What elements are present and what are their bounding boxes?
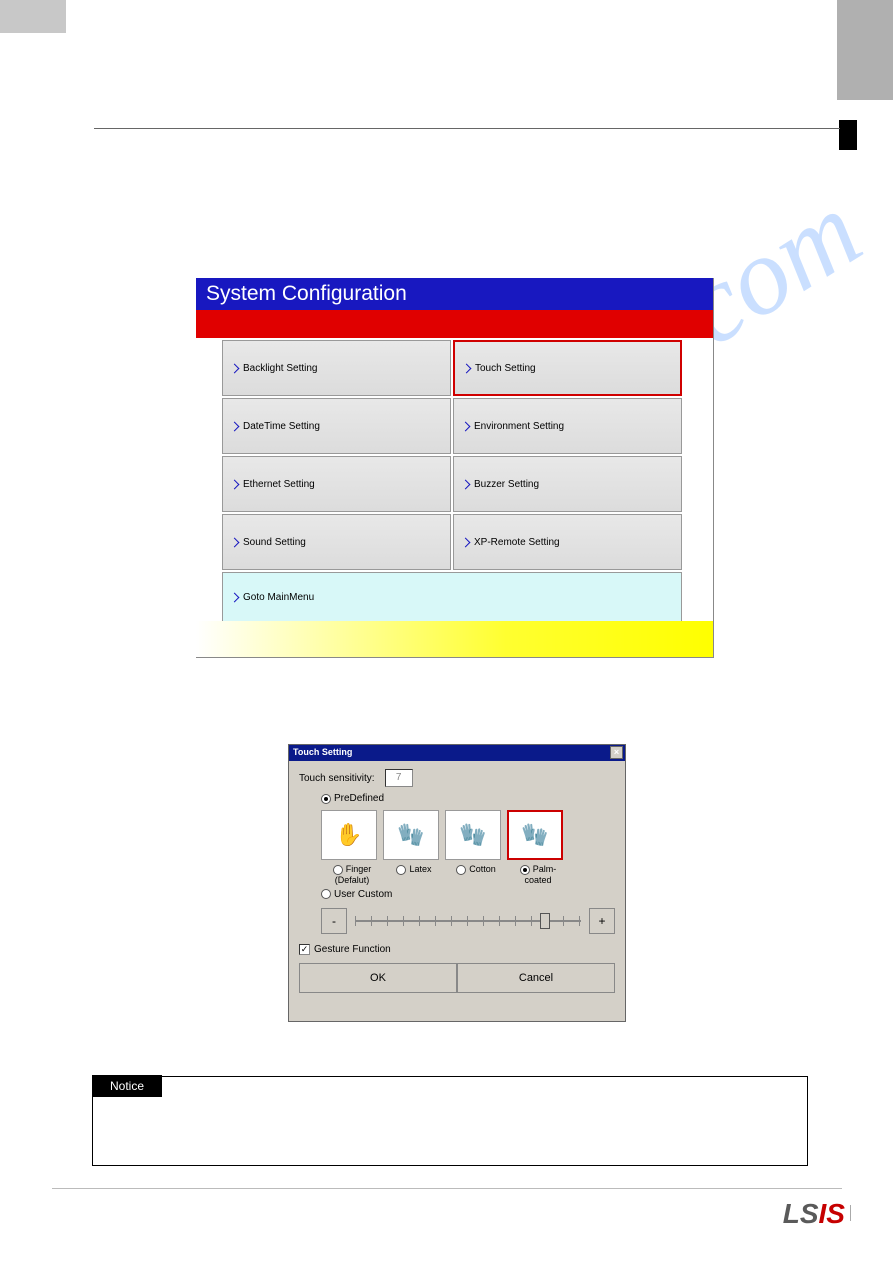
gesture-label: Gesture Function [314, 944, 391, 955]
menu-datetime-setting[interactable]: DateTime Setting [222, 398, 451, 454]
divider-bottom [52, 1188, 842, 1189]
menu-xp-remote-setting[interactable]: XP-Remote Setting [453, 514, 682, 570]
menu-backlight-setting[interactable]: Backlight Setting [222, 340, 451, 396]
dialog-title: Touch Setting [293, 747, 352, 757]
system-config-title: System Configuration [196, 278, 713, 310]
notice-label: Notice [92, 1075, 162, 1097]
header-block-right [837, 0, 893, 100]
notice-box: Notice [92, 1076, 808, 1166]
divider-top [94, 128, 840, 129]
yellow-footer [196, 621, 713, 657]
radio-usercustom[interactable] [321, 889, 331, 899]
hand-option-2[interactable]: 🧤 [445, 810, 501, 860]
menu-touch-setting[interactable]: Touch Setting [453, 340, 682, 396]
menu-sound-setting[interactable]: Sound Setting [222, 514, 451, 570]
page-separator [850, 1205, 851, 1221]
hand-label-1[interactable]: Latex [383, 864, 445, 885]
cancel-button[interactable]: Cancel [457, 963, 615, 993]
minus-button[interactable]: - [321, 908, 347, 934]
red-bar [196, 310, 713, 338]
close-icon[interactable]: × [610, 746, 623, 759]
hand-option-3[interactable]: 🧤 [507, 810, 563, 860]
hand-label-3[interactable]: Palm-coated [507, 864, 569, 885]
sensitivity-value[interactable]: 7 [385, 769, 413, 787]
predefined-label: PreDefined [334, 793, 384, 804]
checkbox-gesture[interactable]: ✓ [299, 944, 310, 955]
hand-label-2[interactable]: Cotton [445, 864, 507, 885]
usercustom-label: User Custom [334, 889, 392, 900]
slider-thumb[interactable] [540, 913, 550, 929]
header-block-left [0, 0, 66, 33]
ok-button[interactable]: OK [299, 963, 457, 993]
page-marker [839, 120, 857, 150]
hand-option-0[interactable]: ✋ [321, 810, 377, 860]
touch-setting-dialog: Touch Setting × Touch sensitivity: 7 Pre… [288, 744, 626, 1022]
system-config-window: System Configuration Backlight SettingTo… [196, 278, 714, 658]
slider-track[interactable] [355, 920, 581, 922]
goto-mainmenu[interactable]: Goto MainMenu [222, 572, 682, 622]
lsis-logo: LSIS [783, 1198, 845, 1230]
dialog-titlebar: Touch Setting × [289, 745, 625, 761]
plus-button[interactable]: + [589, 908, 615, 934]
hand-option-1[interactable]: 🧤 [383, 810, 439, 860]
radio-predefined[interactable] [321, 794, 331, 804]
menu-environment-setting[interactable]: Environment Setting [453, 398, 682, 454]
menu-buzzer-setting[interactable]: Buzzer Setting [453, 456, 682, 512]
hand-label-0[interactable]: Finger(Defalut) [321, 864, 383, 885]
menu-ethernet-setting[interactable]: Ethernet Setting [222, 456, 451, 512]
sensitivity-label: Touch sensitivity: [299, 773, 375, 784]
